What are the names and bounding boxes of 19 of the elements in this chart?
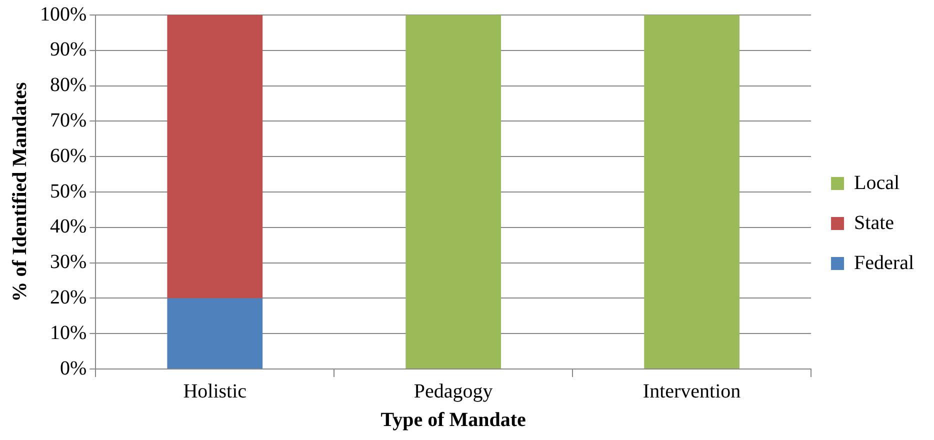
x-tick-label: Pedagogy: [414, 380, 493, 402]
x-tick-label: Intervention: [642, 380, 741, 402]
y-tick-label: 80%: [50, 74, 87, 96]
legend-label: Federal: [854, 252, 914, 274]
y-tick-label: 100%: [40, 3, 87, 26]
legend-label: State: [854, 212, 894, 234]
y-tick-label: 20%: [50, 286, 87, 308]
y-tick-label: 90%: [50, 38, 87, 61]
y-tick-label: 40%: [50, 216, 87, 238]
y-tick-label: 70%: [50, 109, 87, 132]
y-tick-label: 50%: [50, 180, 87, 202]
y-tick-label: 10%: [50, 322, 87, 344]
x-axis-title: Type of Mandate: [380, 409, 526, 432]
y-tick-label: 0%: [60, 357, 87, 380]
y-axis-title: % of Identified Mandates: [9, 82, 32, 302]
x-tick-label: Holistic: [183, 380, 247, 402]
legend-label: Local: [854, 172, 900, 194]
y-tick-label: 30%: [50, 251, 87, 274]
y-tick-label: 60%: [50, 144, 87, 167]
